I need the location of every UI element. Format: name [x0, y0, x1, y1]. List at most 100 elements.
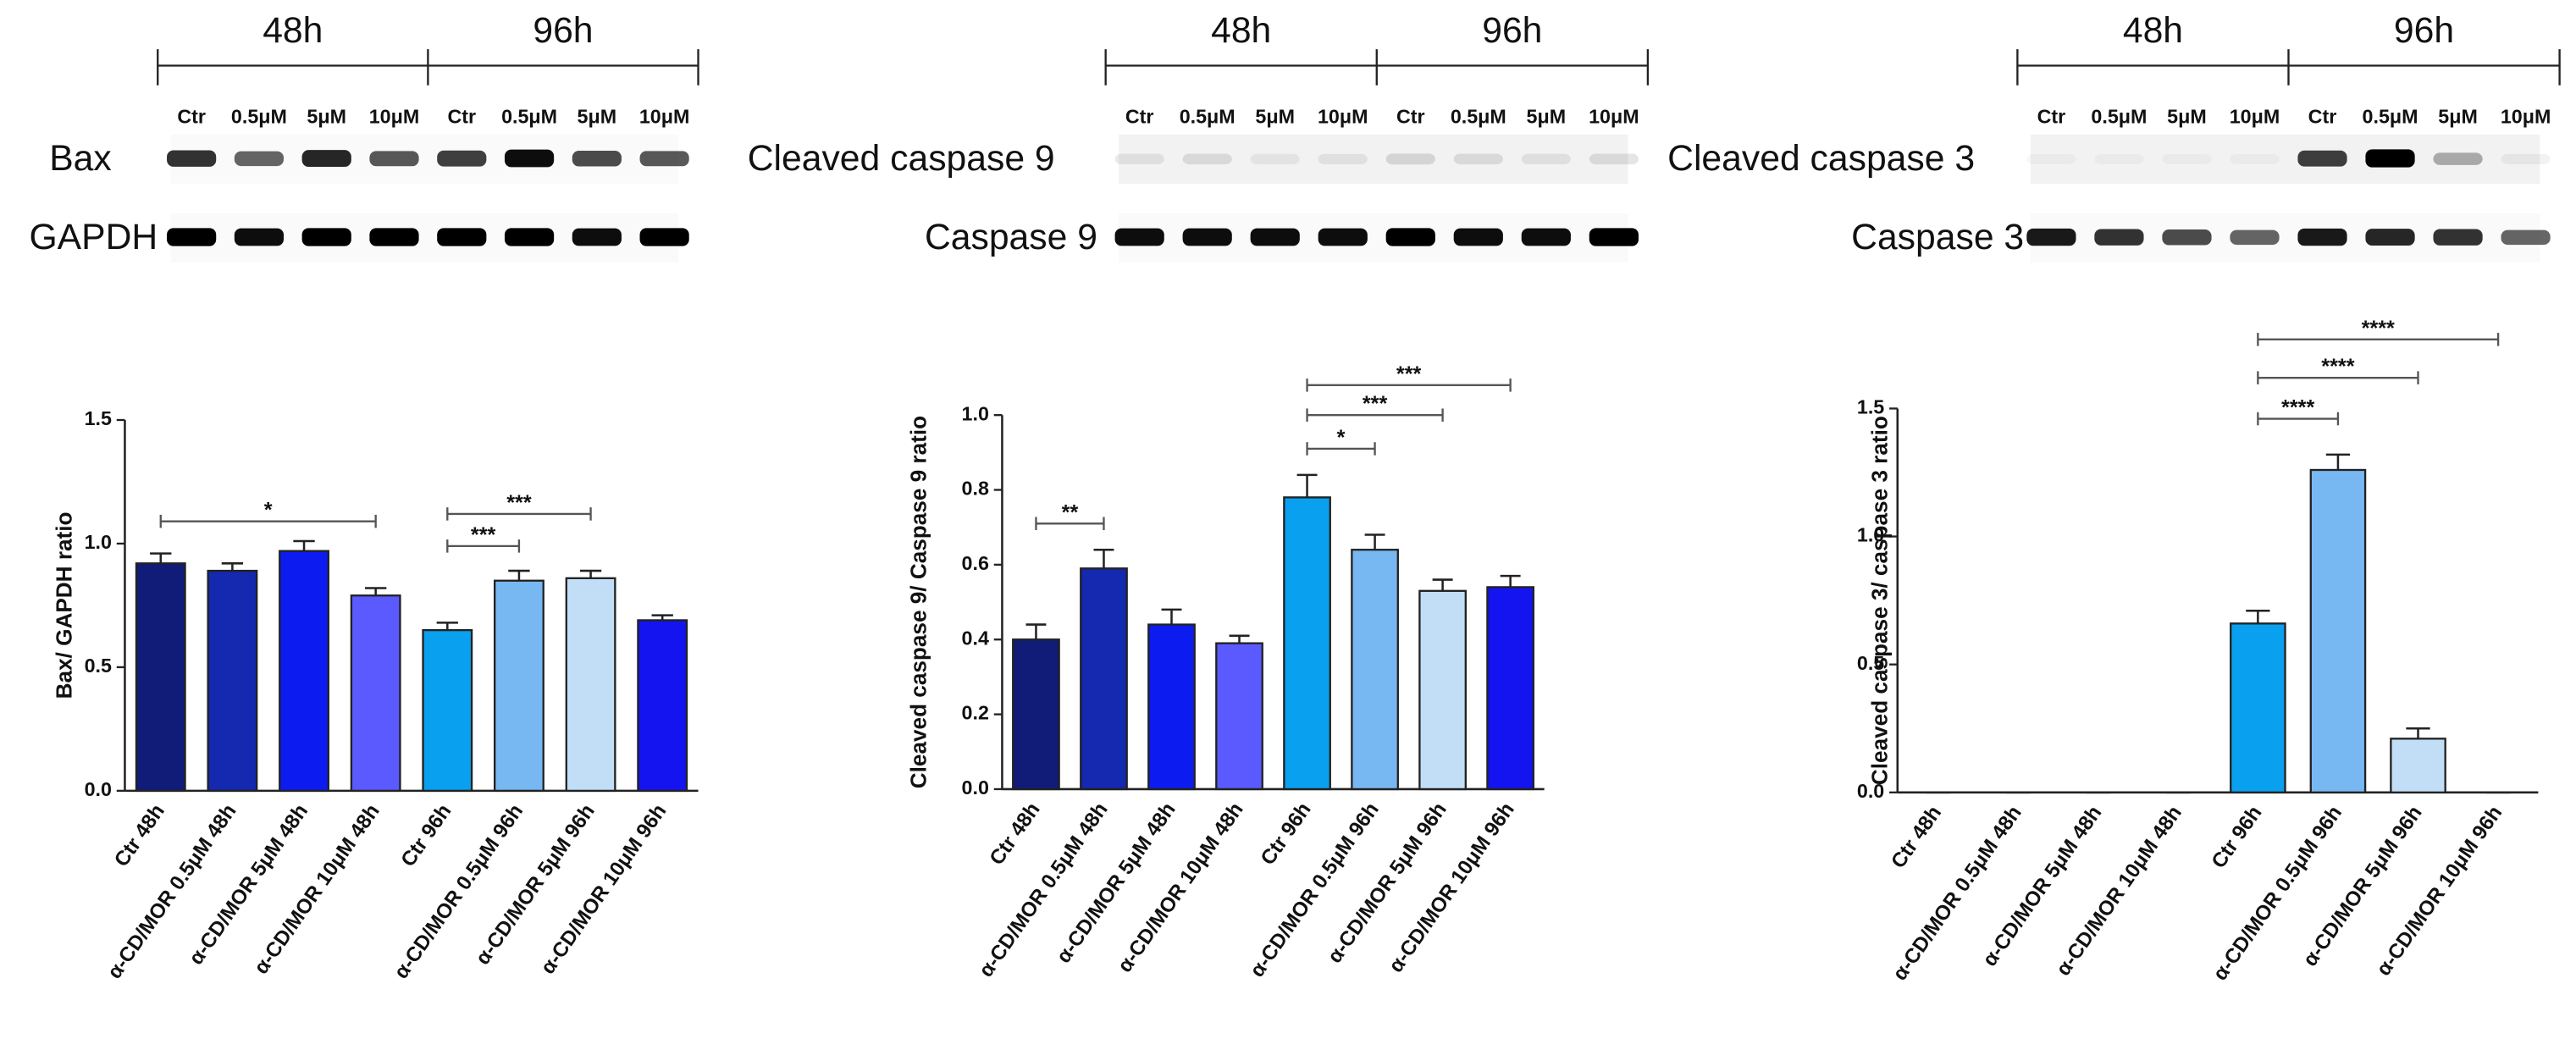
- x-tick-label: Ctr 48h: [110, 800, 169, 871]
- blot-band: [639, 228, 689, 246]
- bar: [1012, 638, 1060, 791]
- blot-background: [1119, 134, 1628, 184]
- blot-band: [572, 228, 622, 246]
- time-label: 48h: [1211, 10, 1271, 51]
- lane-label: 5μM: [1527, 106, 1567, 128]
- bar: [135, 562, 186, 793]
- blot-band: [1114, 228, 1164, 246]
- y-tick-label: 0.6: [962, 552, 989, 574]
- bar: [2230, 622, 2286, 793]
- significance-label: ***: [1396, 362, 1422, 386]
- bar: [1351, 549, 1399, 791]
- blot-band: [2026, 228, 2076, 246]
- x-tick-label: α-CD/MOR 0.5μM 48h: [103, 800, 241, 983]
- blot-band: [2297, 150, 2347, 167]
- x-tick-label: α-CD/MOR 0.5μM 48h: [975, 799, 1113, 981]
- lane-label: 5μM: [307, 106, 346, 128]
- bar: [279, 550, 329, 793]
- lane-label: 10μM: [1589, 106, 1639, 128]
- blot-band: [1453, 228, 1503, 246]
- time-label: 96h: [2394, 10, 2454, 51]
- blot-band: [2433, 152, 2483, 165]
- blot-band: [504, 228, 555, 246]
- blot-band: [2094, 229, 2144, 246]
- blot-band: [2162, 229, 2212, 246]
- lane-label: Ctr: [1396, 106, 1425, 128]
- blot-band: [2094, 154, 2143, 164]
- blot-row-label: Caspase 3: [1851, 217, 2024, 257]
- lane-label: 0.5μM: [1451, 106, 1506, 128]
- blot-band: [369, 228, 419, 246]
- x-tick-label: α-CD/MOR 10μM 96h: [536, 800, 671, 979]
- lane-label: 5μM: [2167, 106, 2207, 128]
- blot-band: [2501, 153, 2551, 164]
- y-axis-label: Bax/ GAPDH ratio: [51, 512, 76, 699]
- blot-band: [1318, 153, 1368, 165]
- time-label: 48h: [263, 10, 323, 51]
- blot-band: [1589, 153, 1639, 165]
- y-tick-label: 0.2: [962, 702, 989, 724]
- y-tick-label: 1.0: [962, 402, 989, 424]
- blot-band: [572, 151, 622, 167]
- bar: [350, 594, 401, 793]
- significance-label: **: [1062, 500, 1079, 524]
- y-tick-label: 1.5: [85, 407, 112, 429]
- time-label: 96h: [533, 10, 593, 51]
- bar: [1486, 586, 1535, 791]
- x-tick-label: α-CD/MOR 0.5μM 96h: [1246, 799, 1384, 981]
- significance-label: ****: [2281, 396, 2314, 420]
- blot-band: [1453, 153, 1503, 165]
- x-tick-label: α-CD/MOR 10μM 48h: [250, 800, 384, 979]
- y-tick-label: 1.0: [85, 531, 112, 553]
- y-tick-label: 0.0: [962, 776, 989, 799]
- x-tick-label: Ctr 96h: [2207, 802, 2266, 873]
- blot-band: [1385, 228, 1435, 246]
- blot-band: [1114, 153, 1164, 165]
- bar: [1283, 496, 1331, 791]
- lane-label: 0.5μM: [1180, 106, 1235, 128]
- blot-band: [437, 150, 487, 167]
- y-tick-label: 0.5: [85, 655, 112, 677]
- bar: [422, 628, 473, 793]
- blot-band: [2026, 154, 2076, 164]
- blot-band: [1182, 228, 1232, 246]
- time-label: 48h: [2123, 10, 2183, 51]
- blot-band: [2501, 229, 2551, 246]
- significance-label: ****: [2362, 317, 2395, 340]
- lane-label: 0.5μM: [501, 106, 557, 128]
- blot-band: [2230, 154, 2279, 164]
- lane-label: 10μM: [369, 106, 420, 128]
- lane-label: 0.5μM: [2091, 106, 2147, 128]
- blot-band: [2162, 154, 2211, 164]
- blot-band: [2297, 228, 2347, 246]
- blot-band: [2365, 229, 2415, 246]
- blot-band: [301, 150, 351, 168]
- significance-label: ***: [506, 491, 532, 515]
- lane-label: Ctr: [177, 106, 206, 128]
- y-tick-label: 0.8: [962, 478, 989, 500]
- blot-band: [1521, 228, 1571, 246]
- lane-label: Ctr: [447, 106, 476, 128]
- bar: [2309, 468, 2367, 793]
- lane-label: 10μM: [2230, 106, 2280, 128]
- blot-row-label: Caspase 9: [925, 217, 1097, 257]
- bar: [637, 619, 688, 793]
- bar: [1418, 589, 1467, 791]
- x-tick-label: Ctr 96h: [1257, 799, 1316, 870]
- bar: [493, 579, 544, 793]
- lane-label: Ctr: [2308, 106, 2337, 128]
- y-tick-label: 0.4: [962, 627, 989, 649]
- lane-label: Ctr: [2037, 106, 2066, 128]
- significance-label: ***: [1363, 392, 1388, 416]
- significance-label: *: [1337, 426, 1346, 450]
- blot-band: [504, 149, 555, 168]
- time-label: 96h: [1482, 10, 1542, 51]
- lane-label: 10μM: [639, 106, 690, 128]
- blot-row-label: Cleaved caspase 9: [748, 138, 1055, 179]
- lane-label: 0.5μM: [2363, 106, 2418, 128]
- blot-band: [1521, 153, 1571, 165]
- blot-background: [2030, 134, 2540, 184]
- blot-band: [2230, 229, 2280, 246]
- y-tick-label: 1.5: [1857, 396, 1884, 418]
